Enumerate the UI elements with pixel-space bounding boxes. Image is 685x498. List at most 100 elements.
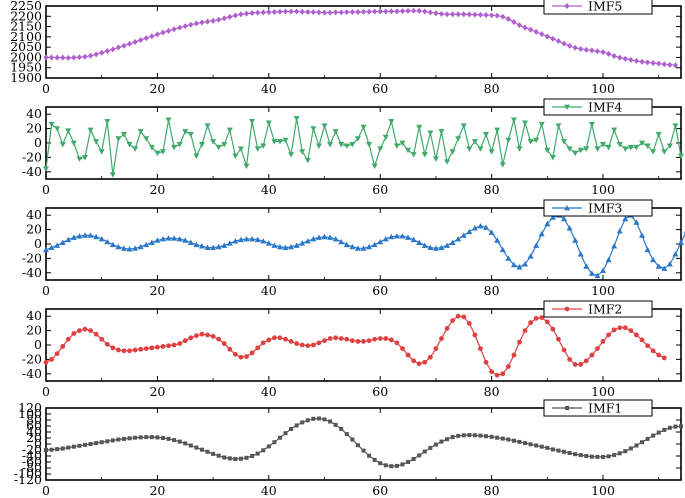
data-point	[478, 433, 483, 438]
data-point	[595, 346, 600, 351]
data-point	[316, 416, 321, 421]
x-tick-label: 80	[484, 283, 500, 298]
y-tick-label: 20	[26, 121, 42, 136]
data-point	[143, 136, 150, 142]
data-point	[87, 127, 94, 134]
data-point	[667, 425, 672, 430]
data-point	[549, 155, 556, 161]
data-point	[60, 446, 65, 451]
data-point	[148, 239, 155, 245]
data-point	[343, 241, 350, 248]
data-point	[81, 155, 88, 161]
data-point	[121, 436, 126, 441]
series-line-imf2	[45, 315, 665, 376]
data-point	[427, 244, 434, 250]
y-tick-label: -40	[22, 164, 42, 179]
x-tick-label: 80	[484, 182, 500, 197]
data-point	[410, 152, 417, 158]
data-point	[266, 9, 272, 16]
data-point	[177, 439, 182, 444]
data-point	[539, 31, 545, 38]
data-point	[216, 453, 221, 458]
data-point	[171, 342, 177, 348]
data-point	[372, 336, 378, 342]
data-point	[54, 351, 60, 357]
data-point	[600, 49, 606, 56]
data-point	[672, 123, 679, 129]
data-point	[327, 9, 333, 16]
series-line-imf1	[45, 417, 682, 467]
data-point	[634, 332, 639, 338]
legend-label: IMF3	[588, 201, 622, 216]
data-point	[605, 144, 612, 151]
x-tick-label: 20	[149, 483, 165, 498]
data-point	[461, 11, 467, 18]
y-tick-label: -40	[22, 265, 42, 280]
data-point	[644, 59, 651, 66]
data-point	[572, 362, 578, 367]
data-point	[444, 159, 451, 165]
x-tick-label: 80	[484, 81, 500, 96]
legend-label: IMF4	[588, 100, 622, 115]
data-point	[260, 238, 267, 244]
data-point	[110, 46, 116, 53]
data-point	[93, 331, 99, 337]
data-point	[182, 23, 188, 30]
data-point	[466, 321, 472, 326]
data-point	[371, 163, 378, 170]
data-point	[478, 346, 483, 351]
plot-frame	[45, 207, 682, 281]
data-point	[272, 440, 277, 445]
data-point	[411, 358, 417, 364]
data-point	[188, 21, 194, 28]
data-point	[432, 156, 439, 162]
data-point	[611, 127, 618, 134]
data-point	[456, 433, 461, 438]
data-point	[138, 36, 144, 43]
data-point	[678, 239, 684, 245]
data-point	[366, 338, 372, 344]
data-point	[588, 270, 595, 276]
data-point	[360, 8, 367, 15]
data-point	[522, 328, 528, 333]
data-point	[65, 54, 71, 61]
x-tick-label: 60	[372, 384, 388, 399]
data-point	[583, 358, 589, 364]
data-point	[65, 128, 72, 134]
data-point	[533, 137, 540, 144]
data-point	[166, 343, 171, 349]
data-point	[54, 126, 61, 132]
data-point	[277, 8, 283, 15]
x-tick-label: 80	[484, 384, 500, 399]
data-point	[389, 464, 394, 469]
data-point	[612, 453, 617, 458]
data-point	[567, 357, 572, 362]
y-tick-label: 100	[18, 406, 42, 421]
legend: IMF5	[543, 0, 653, 15]
data-point	[193, 333, 199, 339]
data-point	[566, 225, 573, 231]
data-point	[650, 59, 656, 66]
data-point	[232, 351, 238, 357]
y-tick-label: 20	[26, 430, 42, 445]
data-point	[595, 454, 600, 459]
data-point	[294, 341, 300, 346]
data-point	[350, 437, 355, 442]
data-point	[327, 234, 334, 240]
data-point	[138, 435, 143, 440]
data-point	[633, 219, 640, 225]
data-point	[567, 451, 572, 455]
data-point	[432, 245, 439, 251]
data-point	[594, 48, 601, 55]
data-point	[494, 12, 500, 19]
data-point	[349, 243, 356, 250]
x-tick-label: 40	[261, 384, 277, 399]
data-point	[616, 142, 623, 148]
series-line-imf3	[45, 214, 685, 277]
data-point	[534, 443, 539, 448]
data-point	[578, 362, 584, 367]
data-point	[349, 338, 355, 344]
y-tick-label: 2050	[10, 39, 42, 54]
data-point	[149, 435, 154, 440]
data-point	[260, 340, 266, 346]
